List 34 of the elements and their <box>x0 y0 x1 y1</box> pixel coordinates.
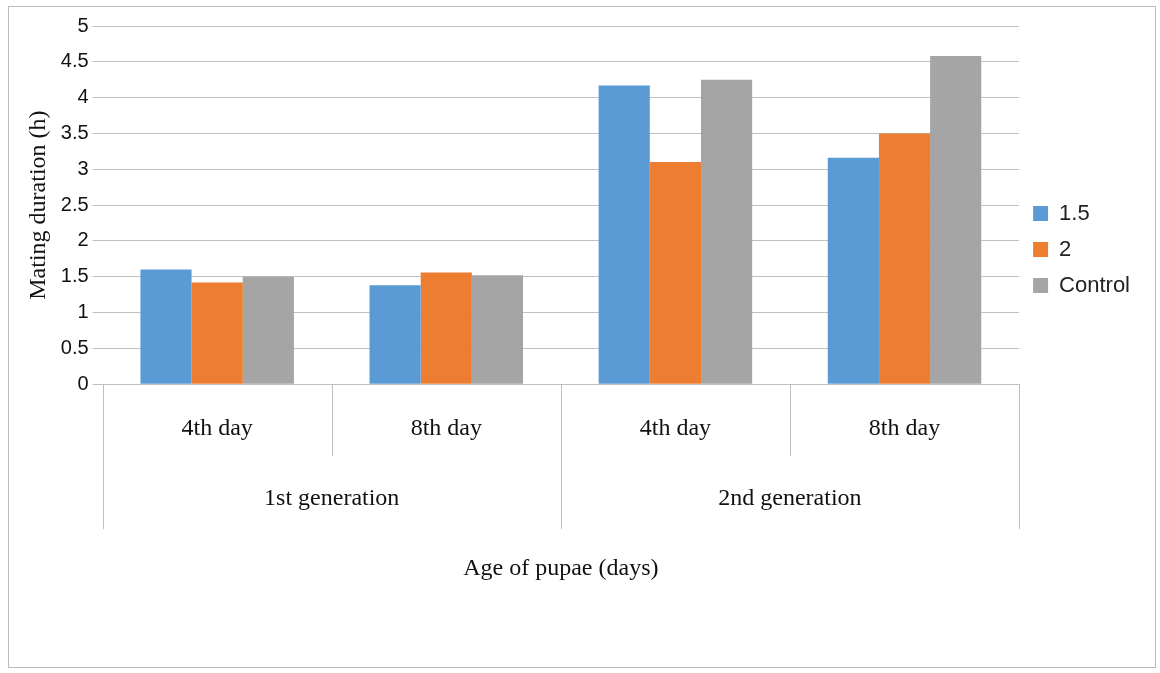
bar <box>700 79 753 384</box>
y-tick-label: 5 <box>77 13 89 36</box>
x-tick-label: 4th day <box>639 413 712 440</box>
bar <box>191 282 243 384</box>
bar <box>878 133 931 384</box>
legend-label: Control <box>1059 271 1130 297</box>
bar <box>598 85 650 384</box>
bar <box>242 276 294 384</box>
y-tick-label: 2 <box>77 228 89 251</box>
bar <box>930 56 982 384</box>
y-tick-label: 2.5 <box>60 192 89 215</box>
x-tick-label: 8th day <box>868 413 941 440</box>
text: 2nd generation <box>718 484 862 511</box>
x-tick-label: 8th day <box>410 413 482 440</box>
x-axis-title: Age of pupae (days) <box>463 554 659 581</box>
y-tick-label: 4.5 <box>60 49 89 72</box>
legend-label: 1.5 <box>1059 199 1090 225</box>
y-axis-title: Mating duration (h) <box>23 110 50 300</box>
bar <box>471 275 524 384</box>
x-tick-label: 4th day <box>181 413 253 440</box>
text: 1st generation <box>264 484 400 511</box>
y-tick-label: 0 <box>77 371 89 394</box>
y-tick-label: 1 <box>77 300 89 323</box>
bar <box>140 269 192 384</box>
bar <box>827 157 879 384</box>
y-tick-label: 3.5 <box>60 120 89 143</box>
bar <box>369 285 421 384</box>
y-tick-label: 0.5 <box>60 335 89 358</box>
y-tick-label: 4 <box>77 85 89 108</box>
bar <box>649 162 701 384</box>
y-tick-label: 3 <box>77 156 89 179</box>
y-tick-label: 1.5 <box>60 264 89 287</box>
bar <box>420 272 472 384</box>
legend-label: 2 <box>1059 235 1072 261</box>
